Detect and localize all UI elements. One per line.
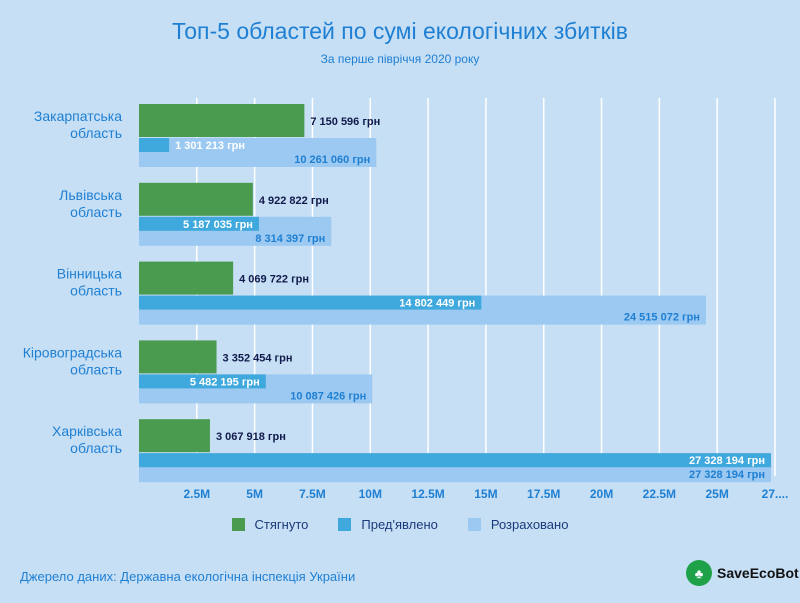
x-tick-label: 5M	[246, 487, 263, 501]
data-label-rozrakhovano: 10 087 426 грн	[290, 390, 366, 402]
bar-rozrakhovano	[139, 138, 377, 167]
chart-subtitle: За перше півріччя 2020 року	[320, 52, 480, 66]
x-tick-label: 27....	[762, 487, 789, 501]
category-label: Харківська	[52, 423, 122, 439]
legend-label: Пред'явлено	[361, 517, 438, 532]
legend-swatch	[231, 518, 245, 531]
legend: Стягнуто Пред'явлено Розраховано	[0, 517, 800, 532]
data-label-predyavleno: 5 187 035 грн	[183, 219, 253, 231]
legend-label: Стягнуто	[254, 517, 309, 532]
data-label-rozrakhovano: 10 261 060 грн	[294, 154, 370, 166]
legend-item[interactable]: Розраховано	[467, 517, 569, 532]
x-tick-label: 17.5M	[527, 487, 560, 501]
category-label: область	[70, 283, 122, 299]
category-label: область	[70, 440, 122, 456]
bar-styahnuto	[139, 182, 253, 216]
bar-styahnuto	[139, 419, 210, 453]
logo-text: SaveEcoBot	[717, 565, 799, 581]
bar-styahnuto	[139, 104, 305, 137]
x-tick-label: 10M	[359, 487, 382, 501]
data-label-styahnuto: 4 069 722 грн	[239, 274, 309, 286]
legend-item[interactable]: Пред'явлено	[338, 517, 438, 532]
source-note: Джерело даних: Державна екологічна інспе…	[20, 569, 356, 584]
category-label: Вінницька	[57, 266, 122, 282]
bar-chart: 2.5M 5M 7.5M 10M 12.5M 15M 17.5M 20M 22.5M 25M 27.…	[23, 98, 789, 501]
data-label-styahnuto: 7 150 596 грн	[310, 116, 380, 128]
data-label-predyavleno: 1 301 213 грн	[175, 140, 245, 152]
data-label-rozrakhovano: 27 328 194 грн	[689, 469, 765, 481]
category-label: Закарпатська	[34, 108, 122, 124]
bar-styahnuto	[139, 340, 217, 374]
data-label-predyavleno: 14 802 449 грн	[399, 298, 475, 310]
x-tick-label: 25M	[706, 487, 729, 501]
x-tick-label: 7.5M	[299, 487, 326, 501]
data-label-styahnuto: 3 352 454 грн	[223, 352, 293, 364]
data-label-predyavleno: 27 328 194 грн	[689, 455, 765, 467]
data-label-rozrakhovano: 8 314 397 грн	[255, 233, 325, 245]
x-tick-label: 20M	[590, 487, 613, 501]
data-label-predyavleno: 5 482 195 грн	[190, 376, 260, 388]
legend-item[interactable]: Стягнуто	[231, 517, 309, 532]
legend-swatch	[338, 518, 352, 531]
category-label: Львівська	[59, 187, 122, 203]
bar-predyavleno	[139, 453, 772, 468]
bar-predyavleno	[139, 374, 266, 389]
factory-leaf-icon: ♣	[686, 560, 712, 586]
category-label: область	[70, 204, 122, 220]
bar-predyavleno	[139, 138, 170, 152]
bar-predyavleno	[139, 216, 259, 231]
x-tick-label: 22.5M	[643, 487, 676, 501]
x-tick-label: 12.5M	[411, 487, 444, 501]
data-label-styahnuto: 4 922 822 грн	[259, 195, 329, 207]
saveecobot-logo: ♣ SaveEcoBot	[686, 560, 799, 586]
category-label: область	[70, 361, 122, 377]
data-label-rozrakhovano: 24 515 072 грн	[624, 312, 700, 324]
legend-swatch	[467, 518, 481, 531]
x-tick-label: 2.5M	[183, 487, 210, 501]
bar-predyavleno	[139, 295, 482, 310]
x-tick-label: 15M	[474, 487, 497, 501]
legend-label: Розраховано	[490, 517, 569, 532]
chart-title: Топ-5 областей по сумі екологічних збитк…	[171, 18, 628, 44]
data-label-styahnuto: 3 067 918 грн	[216, 431, 286, 443]
category-label: Кіровоградська	[23, 344, 122, 360]
bar-styahnuto	[139, 261, 234, 295]
category-label: область	[70, 125, 122, 141]
